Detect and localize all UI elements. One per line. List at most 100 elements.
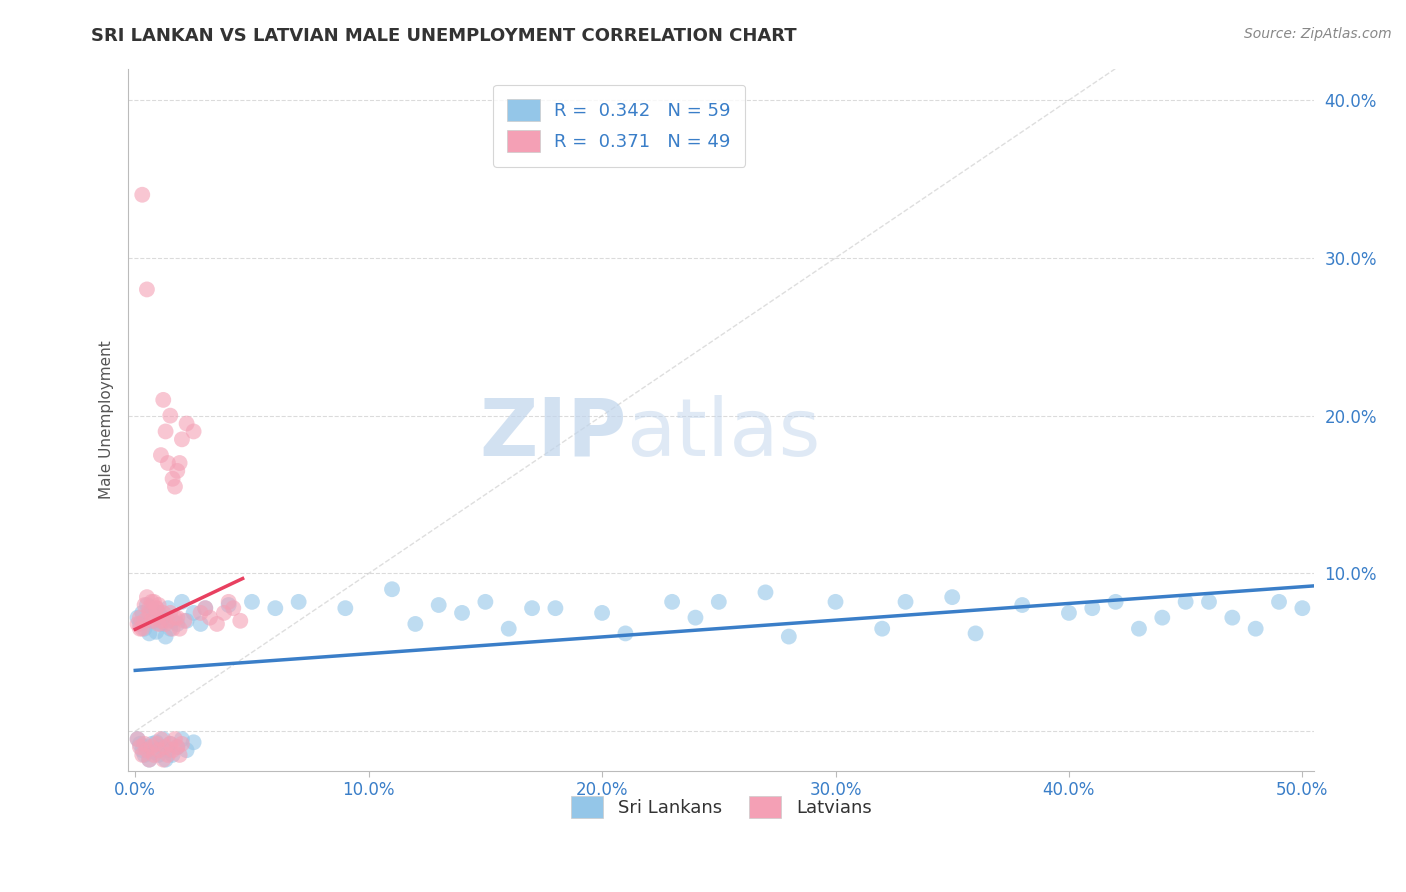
Point	[183, 425, 205, 439]
Point	[149, 616, 172, 631]
Point	[222, 601, 245, 615]
Point	[148, 598, 170, 612]
Point	[520, 601, 543, 615]
Text: atlas: atlas	[626, 394, 821, 473]
Point	[127, 732, 149, 747]
Point	[155, 753, 177, 767]
Point	[381, 582, 404, 597]
Point	[1057, 606, 1080, 620]
Point	[194, 601, 217, 615]
Point	[159, 737, 181, 751]
Point	[129, 616, 152, 631]
Point	[824, 595, 846, 609]
Point	[152, 392, 174, 407]
Point	[148, 616, 170, 631]
Point	[498, 622, 520, 636]
Point	[205, 616, 228, 631]
Point	[135, 598, 157, 612]
Point	[131, 747, 153, 762]
Point	[1244, 622, 1267, 636]
Point	[754, 585, 776, 599]
Point	[194, 601, 217, 615]
Point	[149, 614, 172, 628]
Point	[142, 610, 165, 624]
Point	[142, 747, 165, 762]
Point	[149, 448, 172, 462]
Point	[141, 737, 163, 751]
Legend: Sri Lankans, Latvians: Sri Lankans, Latvians	[564, 789, 879, 825]
Point	[155, 616, 177, 631]
Point	[159, 409, 181, 423]
Point	[870, 622, 893, 636]
Point	[661, 595, 683, 609]
Point	[159, 737, 181, 751]
Point	[169, 456, 191, 470]
Point	[131, 743, 153, 757]
Point	[335, 601, 357, 615]
Point	[218, 595, 240, 609]
Point	[131, 187, 153, 202]
Point	[212, 606, 235, 620]
Point	[240, 595, 263, 609]
Point	[166, 739, 188, 754]
Point	[155, 425, 177, 439]
Point	[176, 417, 198, 431]
Point	[131, 622, 153, 636]
Point	[404, 616, 426, 631]
Point	[190, 616, 212, 631]
Point	[134, 622, 156, 636]
Point	[141, 595, 163, 609]
Point	[135, 743, 157, 757]
Point	[131, 606, 153, 620]
Text: ZIP: ZIP	[479, 394, 626, 473]
Point	[173, 614, 195, 628]
Point	[427, 598, 450, 612]
Point	[229, 614, 252, 628]
Point	[148, 743, 170, 757]
Point	[145, 735, 167, 749]
Point	[138, 601, 160, 615]
Point	[134, 598, 156, 612]
Y-axis label: Male Unemployment: Male Unemployment	[100, 340, 114, 499]
Point	[1291, 601, 1313, 615]
Point	[685, 610, 707, 624]
Point	[778, 630, 800, 644]
Point	[156, 747, 179, 762]
Point	[142, 745, 165, 759]
Point	[170, 433, 193, 447]
Point	[170, 732, 193, 747]
Point	[474, 595, 496, 609]
Point	[1152, 610, 1174, 624]
Point	[152, 610, 174, 624]
Point	[1198, 595, 1220, 609]
Point	[135, 739, 157, 754]
Point	[156, 743, 179, 757]
Text: SRI LANKAN VS LATVIAN MALE UNEMPLOYMENT CORRELATION CHART: SRI LANKAN VS LATVIAN MALE UNEMPLOYMENT …	[91, 27, 797, 45]
Text: Source: ZipAtlas.com: Source: ZipAtlas.com	[1244, 27, 1392, 41]
Point	[166, 464, 188, 478]
Point	[183, 735, 205, 749]
Point	[141, 614, 163, 628]
Point	[1081, 601, 1104, 615]
Point	[163, 732, 186, 747]
Point	[1128, 622, 1150, 636]
Point	[156, 601, 179, 615]
Point	[176, 614, 198, 628]
Point	[163, 480, 186, 494]
Point	[145, 601, 167, 615]
Point	[127, 732, 149, 747]
Point	[155, 630, 177, 644]
Point	[190, 606, 212, 620]
Point	[198, 610, 221, 624]
Point	[894, 595, 917, 609]
Point	[138, 753, 160, 767]
Point	[941, 590, 963, 604]
Point	[1011, 598, 1033, 612]
Point	[166, 739, 188, 754]
Point	[145, 737, 167, 751]
Point	[138, 753, 160, 767]
Point	[145, 624, 167, 639]
Point	[134, 614, 156, 628]
Point	[134, 747, 156, 762]
Point	[129, 622, 152, 636]
